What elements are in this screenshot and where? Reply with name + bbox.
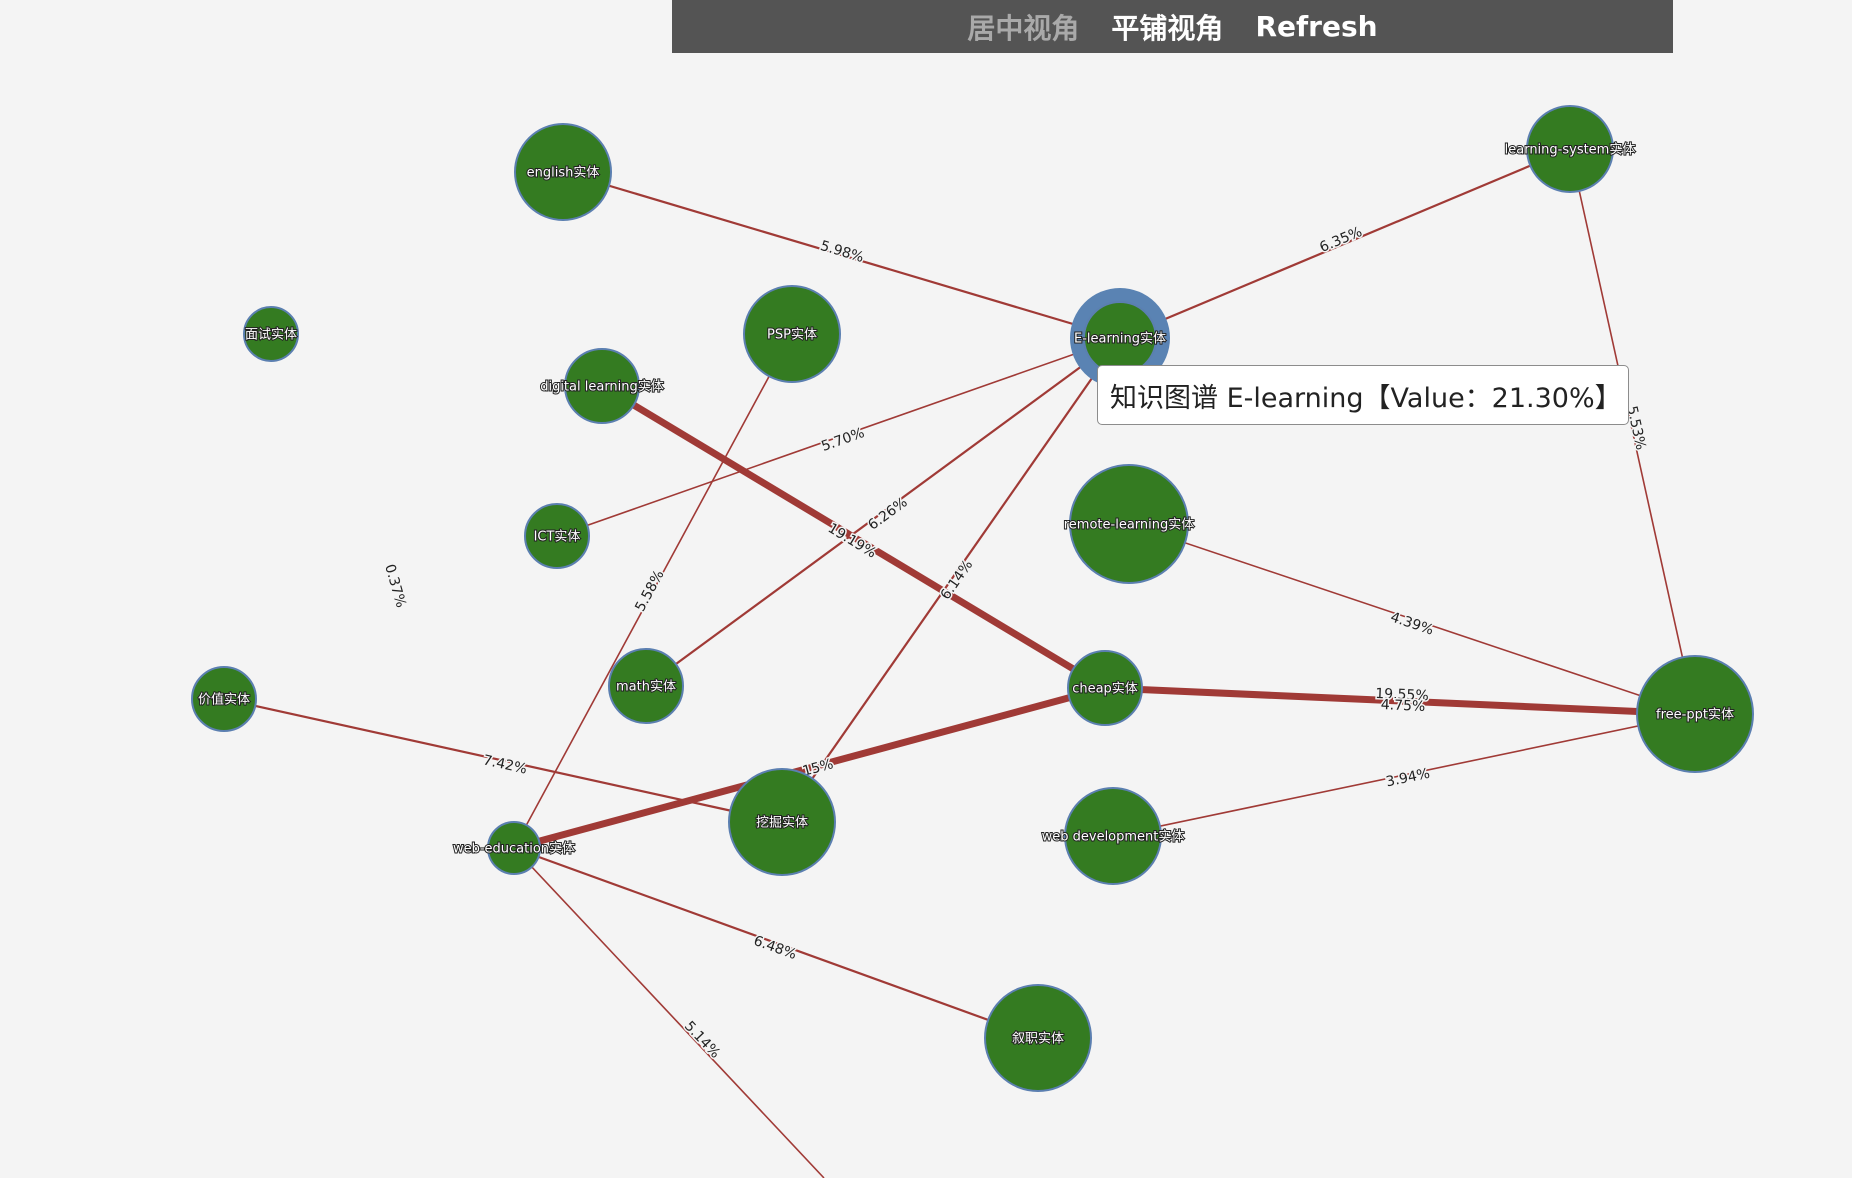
node-jiazhi[interactable]: 价值实体	[191, 666, 257, 732]
edge-label: 19.55%	[1375, 686, 1429, 704]
node-psp[interactable]: PSP实体	[743, 285, 841, 383]
node-webedu[interactable]: web-education实体	[452, 821, 576, 875]
edge-labels-layer: 5.98% 6.35%5.53%5.70%6.26%6.14%19.19%19.5…	[380, 223, 1650, 1064]
tile-view-button[interactable]: 平铺视角	[1111, 11, 1224, 45]
node-label: web-education实体	[453, 842, 575, 857]
edge-jiazhi-wajue[interactable]	[223, 697, 783, 824]
edge-label: 5.58%	[632, 568, 667, 615]
edge-math-elearning[interactable]	[645, 337, 1121, 687]
node-circle[interactable]	[487, 821, 541, 875]
node-label: math实体	[616, 680, 676, 695]
node-circle[interactable]	[743, 285, 841, 383]
node-label: E-learning实体	[1074, 332, 1166, 347]
edge-webdev-freeppt[interactable]	[1112, 713, 1696, 837]
edge-english-elearning[interactable]	[562, 170, 1121, 340]
edge-label: 6.26%	[865, 494, 910, 533]
edges-layer	[223, 147, 1696, 1178]
center-view-button[interactable]: 居中视角	[967, 11, 1080, 45]
node-circle[interactable]	[728, 768, 836, 876]
edge-label: 7.42%	[482, 752, 529, 777]
node-label: 挖掘实体	[756, 816, 808, 831]
node-label: web development实体	[1042, 830, 1185, 845]
node-label: digital learning实体	[540, 380, 664, 395]
node-circle[interactable]	[1069, 464, 1189, 584]
node-webdev[interactable]: web development实体	[1041, 787, 1185, 885]
node-label: english实体	[527, 166, 600, 181]
node-freeppt[interactable]: free-ppt实体	[1636, 655, 1754, 773]
node-label: 叙职实体	[1012, 1032, 1064, 1047]
node-digital[interactable]: digital learning实体	[539, 348, 665, 424]
edge-cheap-freeppt[interactable]	[1104, 687, 1696, 715]
edge-label: 5.98%	[818, 238, 865, 266]
node-tooltip: 知识图谱 E-learning【Value：21.30%】	[1097, 365, 1629, 425]
node-circle[interactable]	[984, 984, 1092, 1092]
node-circle[interactable]	[191, 666, 257, 732]
edge-learningsystem-freeppt[interactable]	[1569, 148, 1696, 715]
node-label: 价值实体	[198, 692, 250, 708]
node-label: PSP实体	[767, 328, 817, 343]
node-circle[interactable]	[1526, 105, 1614, 193]
edge-label: 0.37%	[381, 562, 409, 609]
node-mianshi[interactable]: 面试实体	[243, 306, 299, 362]
edge-label: 6.48%	[751, 933, 798, 963]
edge-label: 6.35%	[1317, 224, 1364, 256]
edge-webedu-xuzhi[interactable]	[513, 846, 1039, 1040]
node-circle[interactable]	[608, 648, 684, 724]
node-label: 面试实体	[245, 328, 297, 343]
node-circle[interactable]	[1636, 655, 1754, 773]
edge-webedu-offscreen[interactable]	[513, 847, 825, 1178]
edge-wajue-elearning[interactable]	[781, 337, 1121, 823]
refresh-button[interactable]: Refresh	[1255, 10, 1378, 43]
view-toolbar: 居中视角 平铺视角 Refresh	[672, 0, 1673, 53]
node-ict[interactable]: ICT实体	[524, 503, 590, 569]
node-label: cheap实体	[1072, 682, 1138, 697]
edge-digital-cheap[interactable]	[600, 382, 1107, 692]
edge-psp-webedu[interactable]	[513, 333, 793, 849]
node-circle[interactable]	[1064, 787, 1162, 885]
node-xuzhi[interactable]: 叙职实体	[984, 984, 1092, 1092]
edge-label: 5.14%	[681, 1018, 723, 1061]
node-circle[interactable]	[243, 306, 299, 362]
edge-label: 4.75%	[1380, 697, 1425, 715]
node-cheap[interactable]: cheap实体	[1067, 650, 1143, 726]
edge-label: 3.94%	[1385, 766, 1432, 791]
node-english[interactable]: english实体	[514, 123, 612, 221]
node-learningsystem[interactable]: learning-system实体	[1504, 105, 1636, 193]
node-label: learning-system实体	[1505, 143, 1636, 158]
node-wajue[interactable]: 挖掘实体	[728, 768, 836, 876]
edge-label: 5.70%	[819, 425, 866, 455]
edge-elearning-learningsystem[interactable]	[1119, 147, 1571, 340]
node-remote[interactable]: remote-learning实体	[1063, 464, 1195, 584]
node-label: ICT实体	[534, 530, 581, 545]
node-circle[interactable]	[1067, 650, 1143, 726]
node-circle[interactable]	[524, 503, 590, 569]
node-circle[interactable]	[564, 348, 640, 424]
edge-label: 4.39%	[1388, 609, 1435, 638]
edge-ict-elearning[interactable]	[556, 337, 1121, 537]
edge-webedu-cheap[interactable]	[513, 684, 1106, 852]
node-label: free-ppt实体	[1656, 708, 1734, 723]
edge-remote-freeppt[interactable]	[1128, 523, 1696, 715]
node-circle[interactable]	[514, 123, 612, 221]
node-math[interactable]: math实体	[608, 648, 684, 724]
node-label: remote-learning实体	[1064, 518, 1195, 533]
node-elearning[interactable]: E-learning实体	[1070, 288, 1170, 388]
